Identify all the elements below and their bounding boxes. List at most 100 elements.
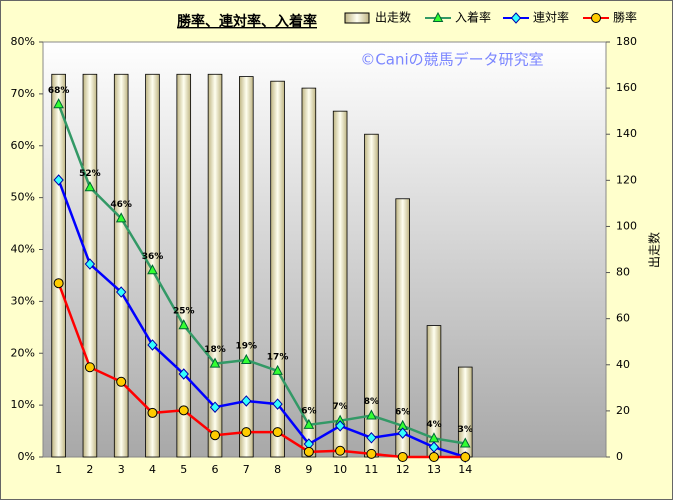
y2-axis-label: 出走数 xyxy=(647,232,662,268)
bar xyxy=(395,198,410,458)
data-label: 52% xyxy=(79,169,101,179)
y2-tick-label: 40 xyxy=(616,358,630,371)
y-tick-label: 20% xyxy=(11,346,35,359)
y-tick-label: 30% xyxy=(11,294,35,307)
legend-label: 勝率 xyxy=(613,10,637,25)
marker xyxy=(366,448,377,459)
marker xyxy=(272,398,283,410)
marker xyxy=(178,319,190,330)
marker xyxy=(210,430,221,441)
marker xyxy=(460,452,471,462)
marker xyxy=(147,407,158,418)
bar xyxy=(207,73,223,458)
marker xyxy=(510,12,522,24)
data-label: 3% xyxy=(458,425,473,435)
data-label: 36% xyxy=(142,252,164,262)
x-tick-label: 10 xyxy=(333,463,347,476)
marker xyxy=(147,264,158,275)
line xyxy=(57,103,466,445)
watermark: ©Caniの競馬データ研究室 xyxy=(360,51,543,69)
y-tick-label: 50% xyxy=(11,191,35,204)
marker xyxy=(178,405,189,416)
data-label: 8% xyxy=(364,397,379,407)
legend-label: 入着率 xyxy=(455,10,491,25)
marker xyxy=(53,174,64,186)
marker xyxy=(428,452,439,462)
x-tick-label: 12 xyxy=(396,463,410,476)
x-tick-label: 11 xyxy=(364,463,378,476)
marker xyxy=(335,445,346,456)
x-tick-label: 4 xyxy=(149,463,156,476)
marker xyxy=(397,427,408,439)
y-tick-label: 80% xyxy=(11,35,35,48)
y-tick-label: 0% xyxy=(18,450,35,463)
y2-tick-label: 120 xyxy=(616,173,637,186)
marker xyxy=(116,286,127,298)
bar xyxy=(301,87,317,458)
marker xyxy=(147,339,158,351)
line xyxy=(57,179,466,459)
marker xyxy=(591,13,601,23)
marker xyxy=(303,446,314,457)
marker xyxy=(84,258,96,270)
x-tick-label: 8 xyxy=(274,463,281,476)
bar xyxy=(270,80,285,458)
x-tick-label: 6 xyxy=(212,463,219,476)
marker xyxy=(366,432,377,444)
data-label: 25% xyxy=(173,307,195,317)
y2-tick-label: 20 xyxy=(616,404,630,417)
bar xyxy=(332,110,348,458)
marker xyxy=(459,437,471,448)
marker xyxy=(241,395,252,407)
marker xyxy=(84,181,96,192)
x-tick-label: 7 xyxy=(243,463,250,476)
data-label: 18% xyxy=(204,345,226,355)
data-label: 19% xyxy=(236,341,258,351)
marker xyxy=(209,401,221,413)
data-label: 7% xyxy=(332,402,347,412)
data-label: 17% xyxy=(267,352,289,362)
marker xyxy=(366,409,377,420)
marker xyxy=(272,364,283,375)
legend-label: 連対率 xyxy=(533,10,569,25)
legend-swatch xyxy=(344,12,370,24)
data-label: 46% xyxy=(110,200,132,210)
x-tick-label: 3 xyxy=(118,463,125,476)
y-tick-label: 10% xyxy=(11,398,35,411)
data-label: 6% xyxy=(395,407,410,417)
marker xyxy=(303,418,315,429)
y-tick-label: 70% xyxy=(11,87,35,100)
legend-label: 出走数 xyxy=(375,10,411,25)
y2-tick-label: 100 xyxy=(616,219,637,232)
marker xyxy=(272,427,283,438)
x-tick-label: 5 xyxy=(180,463,187,476)
y2-tick-label: 180 xyxy=(616,35,637,48)
marker xyxy=(178,368,189,380)
marker xyxy=(209,357,221,368)
data-label: 6% xyxy=(301,406,316,416)
bar xyxy=(113,73,129,458)
chart-title: 勝率、連対率、入着率 xyxy=(177,13,317,30)
x-tick-label: 13 xyxy=(427,463,441,476)
bar xyxy=(51,73,66,458)
marker xyxy=(84,362,95,373)
y-tick-label: 60% xyxy=(11,139,35,152)
x-tick-label: 2 xyxy=(86,463,93,476)
y2-tick-label: 0 xyxy=(616,450,623,463)
y2-tick-label: 160 xyxy=(616,81,637,94)
marker xyxy=(53,278,64,289)
marker xyxy=(115,212,127,223)
data-label: 4% xyxy=(426,420,441,430)
marker xyxy=(334,420,346,432)
y2-tick-label: 60 xyxy=(616,312,630,325)
y2-tick-label: 80 xyxy=(616,266,630,279)
plot-area xyxy=(42,41,607,458)
data-label: 68% xyxy=(48,86,70,96)
y-tick-label: 40% xyxy=(11,243,35,256)
marker xyxy=(241,427,252,438)
line xyxy=(57,282,466,459)
y2-tick-label: 140 xyxy=(616,127,637,140)
x-tick-label: 9 xyxy=(305,463,312,476)
x-tick-label: 1 xyxy=(55,463,62,476)
